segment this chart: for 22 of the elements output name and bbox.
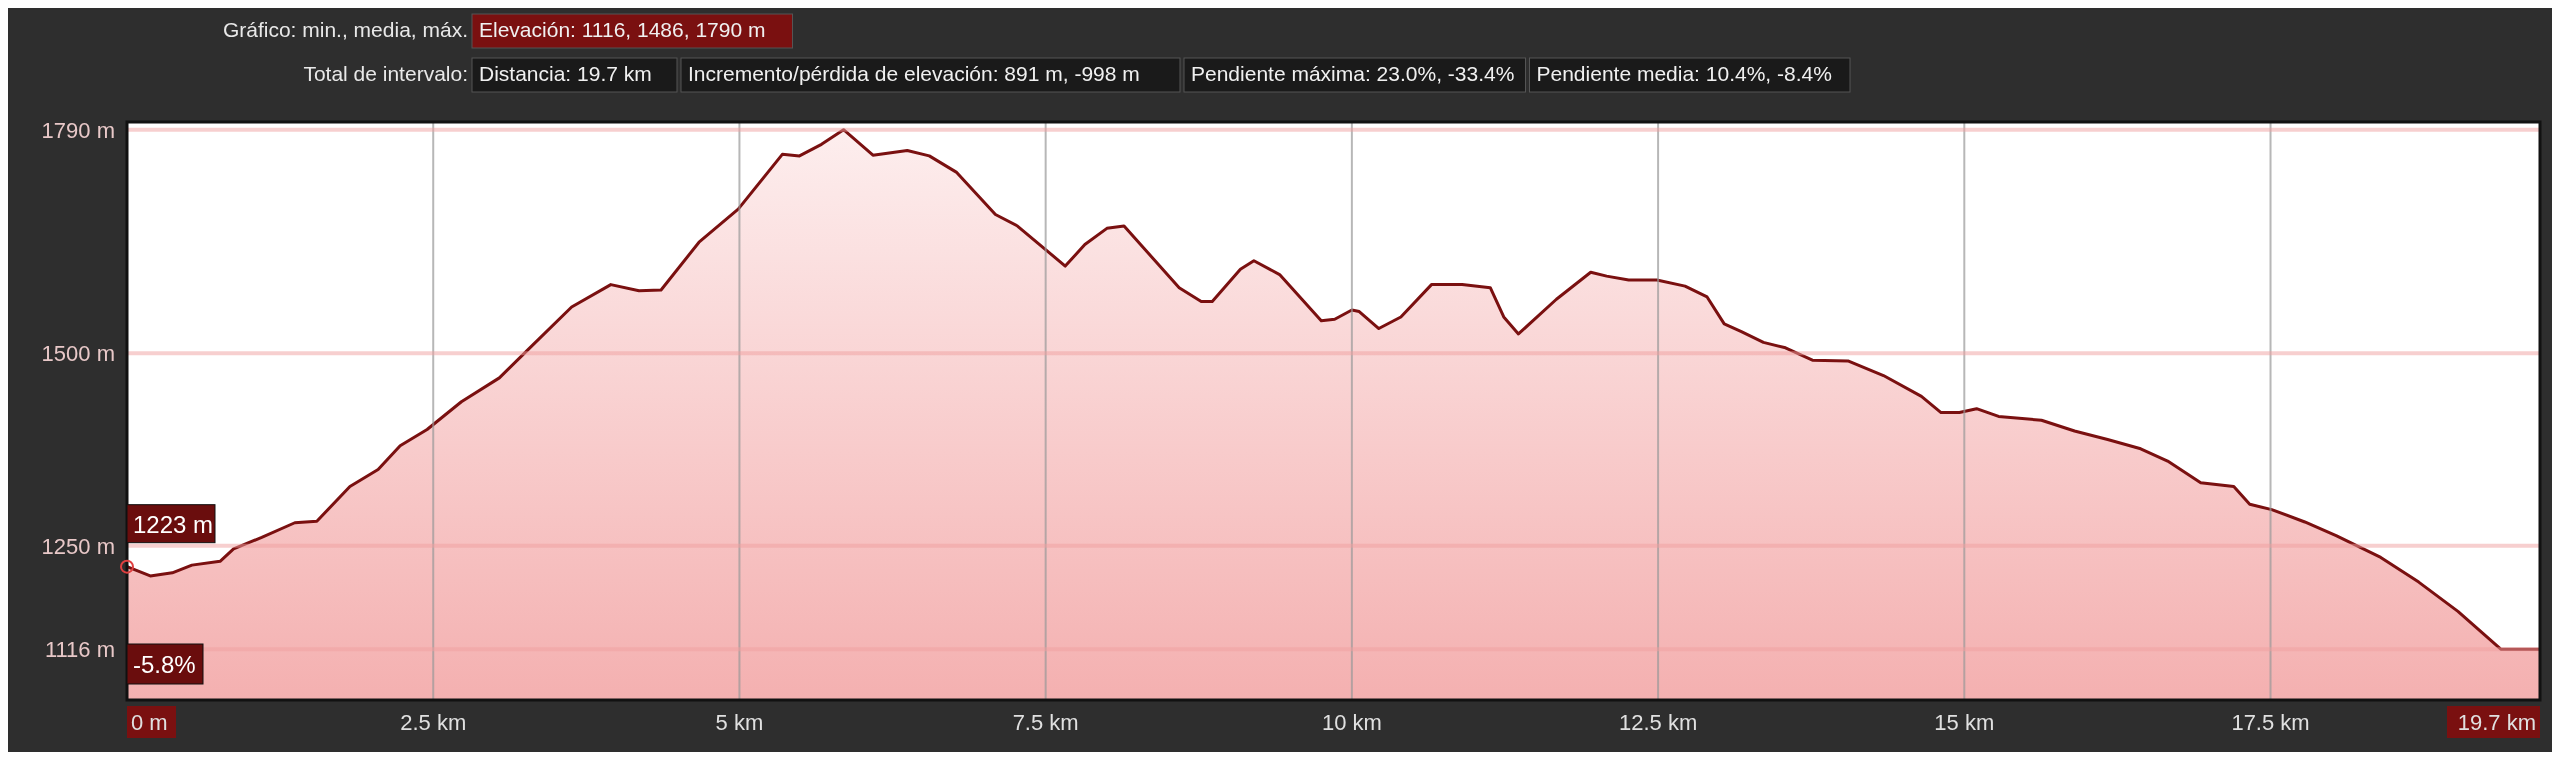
x-tick-label: 17.5 km — [2231, 710, 2310, 735]
text: Distancia: 19.7 km — [479, 62, 652, 85]
x-tick-label: 5 km — [715, 710, 764, 735]
x-tick-label: 10 km — [1321, 710, 1382, 735]
text: Gráfico: min., media, máx. — [222, 18, 468, 41]
y-tick-label: 1500 m — [41, 341, 115, 367]
x-tick-label: 2.5 km — [400, 710, 467, 735]
text: Pendiente media: 10.4%, -8.4% — [1536, 62, 1832, 85]
y-tick-label: 1790 m — [41, 117, 115, 143]
x-tick-label: 15 km — [1934, 710, 1995, 735]
text: Elevación: 1116, 1486, 1790 m — [479, 18, 766, 41]
text: Total de intervalo: — [303, 62, 468, 85]
x-tick-label: 19.7 km — [2457, 710, 2536, 735]
annotation: -5.8% — [133, 651, 196, 678]
x-tick-label: 0 m — [131, 710, 168, 735]
text: Incremento/pérdida de elevación: 891 m, -998 m — [688, 62, 1140, 85]
x-tick-label: 12.5 km — [1618, 710, 1698, 735]
text: Pendiente máxima: 23.0%, -33.4% — [1191, 62, 1515, 85]
y-tick-label: 1250 m — [41, 533, 115, 559]
y-tick-label: 1116 m — [44, 637, 115, 663]
annotation: 1223 m — [133, 510, 214, 538]
x-tick-label: 7.5 km — [1012, 710, 1079, 735]
